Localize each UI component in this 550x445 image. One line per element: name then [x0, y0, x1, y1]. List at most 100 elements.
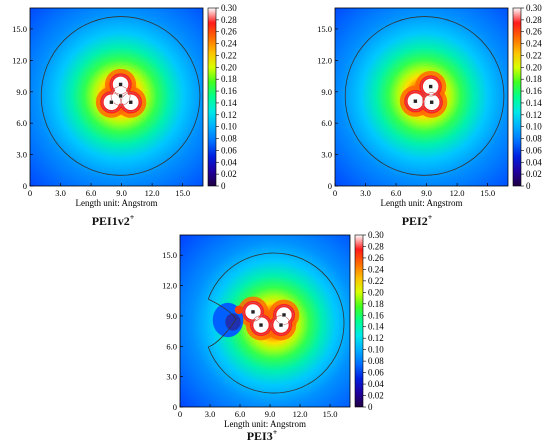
- y-tick-label: 0: [173, 402, 177, 412]
- boundary-contour: [344, 16, 505, 176]
- colorbar-tick-label: 0.28: [368, 241, 384, 251]
- boundary-contour: [207, 252, 345, 394]
- colorbar-tick-label: 0.18: [526, 74, 542, 84]
- plot-frame: [29, 7, 204, 187]
- colorbar-tick-label: 0.08: [221, 134, 237, 144]
- atom-marker: [413, 98, 418, 104]
- colorbar-tick-label: 0.02: [526, 169, 542, 179]
- heatmap-chart-1: 0 3.0 6.0 9.0 12.0 15.0 0 3.0 6.0 9.0 12.0 15.0 Leng…: [12, 3, 237, 208]
- colorbar-tick-label: 0.24: [526, 39, 542, 49]
- y-tick-label: 6.0: [166, 341, 177, 351]
- y-tick-label: 12.0: [317, 55, 332, 65]
- y-tick-label: 15.0: [317, 24, 332, 34]
- y-tick-label: 0: [23, 181, 27, 191]
- chart-caption-2: PEI2+: [357, 213, 477, 229]
- atom-marker: [428, 84, 433, 89]
- colorbar-tick-label: 0.30: [221, 3, 237, 13]
- y-tick-label: 9.0: [166, 311, 177, 321]
- y-tick-label: 0: [328, 181, 332, 191]
- y-tick-label: 15.0: [162, 250, 177, 260]
- colorbar: [207, 7, 217, 187]
- colorbar-tick-label: 0.10: [526, 122, 542, 132]
- colorbar-tick-label: 0.04: [526, 157, 542, 167]
- colorbar-tick-label: 0.18: [368, 299, 384, 309]
- x-tick-label: 9.0: [421, 188, 432, 198]
- atom-marker: [118, 82, 123, 87]
- x-axis-label: Length unit: Angstrom: [381, 198, 463, 208]
- chart-panel-2: 0 3.0 6.0 9.0 12.0 15.0 0 3.0 6.0 9.0 12.0 15.0 Leng…: [305, 0, 550, 223]
- colorbar-tick-label: 0.26: [526, 27, 542, 37]
- caption-sup: +: [129, 213, 135, 222]
- x-tick-label: 15.0: [323, 409, 338, 419]
- y-tick-label: 15.0: [12, 24, 27, 34]
- colorbar-tick-label: 0.20: [368, 287, 384, 297]
- caption-text: PEI3: [246, 429, 273, 443]
- low-density-notch: [212, 302, 244, 338]
- y-tick-label: 3.0: [166, 372, 177, 382]
- x-tick-label: 6.0: [235, 409, 246, 419]
- chart-panel-1: 0 3.0 6.0 9.0 12.0 15.0 0 3.0 6.0 9.0 12.0 15.0 Leng…: [0, 0, 245, 223]
- colorbar-tick-label: 0: [368, 402, 373, 412]
- x-axis-label: Length unit: Angstrom: [224, 419, 306, 429]
- x-tick-label: 3.0: [55, 188, 66, 198]
- colorbar-tick-label: 0.06: [526, 145, 542, 155]
- colorbar-tick-label: 0.24: [368, 264, 384, 274]
- contour-lines: [243, 302, 294, 335]
- colorbar-tick-label: 0.12: [526, 110, 542, 120]
- chart-caption-1: PEI1v2+: [53, 213, 173, 229]
- x-tick-label: 15.0: [175, 188, 190, 198]
- colorbar-tick-label: 0.28: [526, 15, 542, 25]
- x-axis-label: Length unit: Angstrom: [76, 198, 158, 208]
- y-tick-label: 3.0: [321, 150, 332, 160]
- y-tick-label: 9.0: [321, 87, 332, 97]
- colorbar-tick-label: 0.14: [221, 98, 237, 108]
- colorbar-tick-label: 0.26: [221, 27, 237, 37]
- colorbar-tick-label: 0.14: [526, 98, 542, 108]
- colorbar-tick-label: 0.30: [368, 230, 384, 240]
- x-tick-label: 12.0: [450, 188, 465, 198]
- plot-frame: [179, 234, 351, 408]
- colorbar-tick-label: 0.04: [368, 379, 384, 389]
- x-tick-label: 0: [178, 409, 182, 419]
- colorbar: [512, 7, 522, 187]
- colorbar-tick-label: 0.10: [368, 345, 384, 355]
- y-tick-label: 12.0: [12, 55, 27, 65]
- caption-sup: +: [272, 428, 278, 437]
- heatmap-chart-2: 0 3.0 6.0 9.0 12.0 15.0 0 3.0 6.0 9.0 12.0 15.0 Leng…: [317, 3, 542, 208]
- colorbar-tick-label: 0: [221, 181, 226, 191]
- x-tick-label: 12.0: [293, 409, 308, 419]
- colorbar-tick-label: 0.20: [221, 62, 237, 72]
- colorbar-tick-label: 0.18: [221, 74, 237, 84]
- y-tick-label: 6.0: [16, 118, 27, 128]
- atom-marker: [429, 99, 434, 105]
- caption-sup: +: [427, 213, 433, 222]
- colorbar-tick-label: 0.06: [221, 145, 237, 155]
- colorbar-tick-label: 0.28: [221, 15, 237, 25]
- y-tick-label: 3.0: [16, 150, 27, 160]
- plot-frame: [334, 7, 509, 187]
- atom-marker: [128, 99, 134, 105]
- x-tick-label: 0: [333, 188, 337, 198]
- boundary-contour: [40, 16, 201, 176]
- colorbar-tick-label: 0.26: [368, 253, 384, 263]
- colorbar-tick-label: 0.04: [221, 157, 237, 167]
- x-tick-label: 15.0: [480, 188, 495, 198]
- caption-text: PEI2: [401, 214, 428, 228]
- atom-marker: [258, 322, 264, 328]
- colorbar-tick-label: 0.02: [368, 391, 384, 401]
- x-tick-label: 3.0: [360, 188, 371, 198]
- colorbar: [354, 234, 364, 408]
- x-tick-label: 6.0: [86, 188, 97, 198]
- atom-marker: [118, 93, 123, 99]
- x-tick-label: 9.0: [116, 188, 127, 198]
- x-tick-label: 12.0: [145, 188, 160, 198]
- x-tick-label: 3.0: [205, 409, 216, 419]
- y-tick-label: 6.0: [321, 118, 332, 128]
- colorbar-tick-label: 0.02: [221, 169, 237, 179]
- colorbar-tick-label: 0.16: [368, 310, 384, 320]
- colorbar-tick-label: 0.22: [368, 276, 384, 286]
- colorbar-tick-label: 0.06: [368, 368, 384, 378]
- x-tick-label: 9.0: [265, 409, 276, 419]
- colorbar-tick-label: 0.10: [221, 122, 237, 132]
- x-tick-label: 6.0: [391, 188, 402, 198]
